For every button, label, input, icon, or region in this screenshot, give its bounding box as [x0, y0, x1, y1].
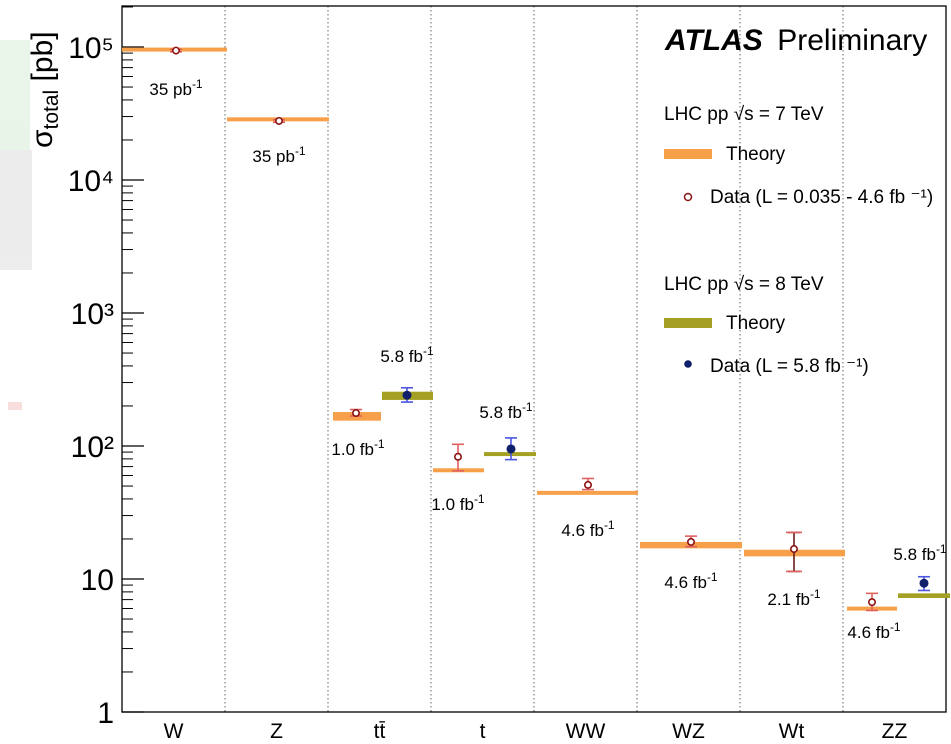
legend-group7-title: LHC pp √s = 7 TeV: [664, 104, 824, 125]
y-tick-label: 10⁴: [68, 165, 114, 198]
y-tick-label: 1: [97, 697, 114, 730]
data-point-7tev: [867, 598, 876, 607]
legend-data7-label: Data (L = 0.035 - 4.6 fb ⁻¹): [710, 187, 933, 208]
legend-theory7-swatch: [664, 149, 712, 159]
data-point-8tev: [506, 444, 516, 454]
legend-theory8-swatch: [664, 318, 712, 328]
x-tick-label: Z: [270, 720, 283, 743]
legend-theory8-label: Theory: [726, 313, 786, 334]
legend-data7-marker: [683, 192, 693, 202]
x-tick-label: Wt: [779, 720, 805, 743]
luminosity-label: 1.0 fb-1: [331, 437, 385, 459]
theory-band-7tev: [537, 490, 638, 495]
plot-frame: [121, 5, 947, 713]
experiment-name: ATLAS: [664, 24, 763, 57]
legend-data8-marker: [684, 360, 692, 368]
x-tick-label: tt̄: [374, 720, 386, 743]
x-tick-label: t: [480, 720, 486, 743]
x-tick-label: W: [164, 720, 184, 743]
x-tick-label: WW: [566, 720, 606, 743]
y-tick-label: 10: [81, 564, 114, 597]
x-tick-label: ZZ: [882, 720, 908, 743]
luminosity-label: 35 pb-1: [252, 144, 306, 166]
y-axis-label-text: σtotal [pb]: [26, 31, 63, 148]
luminosity-label: 5.8 fb-1: [479, 400, 533, 422]
plot-header: ATLAS Preliminary: [664, 24, 927, 57]
y-tick-label: 10³: [71, 298, 114, 331]
luminosity-label: 4.6 fb-1: [847, 620, 901, 642]
y-tick-label: 10²: [71, 431, 114, 464]
data-point-7tev: [351, 409, 360, 418]
legend-group8-title: LHC pp √s = 8 TeV: [664, 274, 824, 295]
theory-band-8tev: [898, 593, 950, 598]
y-tick-label: 10⁵: [68, 32, 114, 65]
status-label: Preliminary: [777, 24, 927, 57]
y-axis-label: σtotal [pb]: [26, 31, 63, 148]
data-marks: [122, 46, 950, 612]
luminosity-label: 1.0 fb-1: [431, 492, 485, 514]
data-point-7tev: [274, 116, 283, 125]
edge-artifacts: [0, 40, 32, 410]
theory-band-8tev: [484, 452, 536, 457]
luminosity-label: 2.1 fb-1: [767, 587, 821, 609]
legend-theory7-label: Theory: [726, 144, 786, 165]
legend: LHC pp √s = 7 TeV Theory Data (L = 0.035…: [664, 104, 933, 377]
data-point-7tev: [172, 46, 181, 55]
data-point-7tev: [453, 452, 462, 461]
luminosity-label: 5.8 fb-1: [380, 344, 434, 366]
luminosity-label: 4.6 fb-1: [561, 518, 615, 540]
x-tick-label: WZ: [672, 720, 705, 743]
luminosity-label: 4.6 fb-1: [664, 570, 718, 592]
category-separators: [224, 6, 844, 712]
legend-data8-label: Data (L = 5.8 fb ⁻¹): [710, 356, 869, 377]
luminosity-label: 35 pb-1: [149, 77, 203, 99]
luminosity-label: 5.8 fb-1: [893, 542, 947, 564]
luminosity-annotations: 35 pb-1 35 pb-1 1.0 fb-1 1.0 fb-1 4.6 fb-1 4.…: [149, 77, 947, 642]
data-point-8tev: [919, 578, 929, 588]
data-point-8tev: [402, 390, 412, 400]
data-point-7tev: [583, 480, 592, 489]
data-point-7tev: [686, 537, 695, 546]
data-point-7tev: [789, 545, 798, 554]
